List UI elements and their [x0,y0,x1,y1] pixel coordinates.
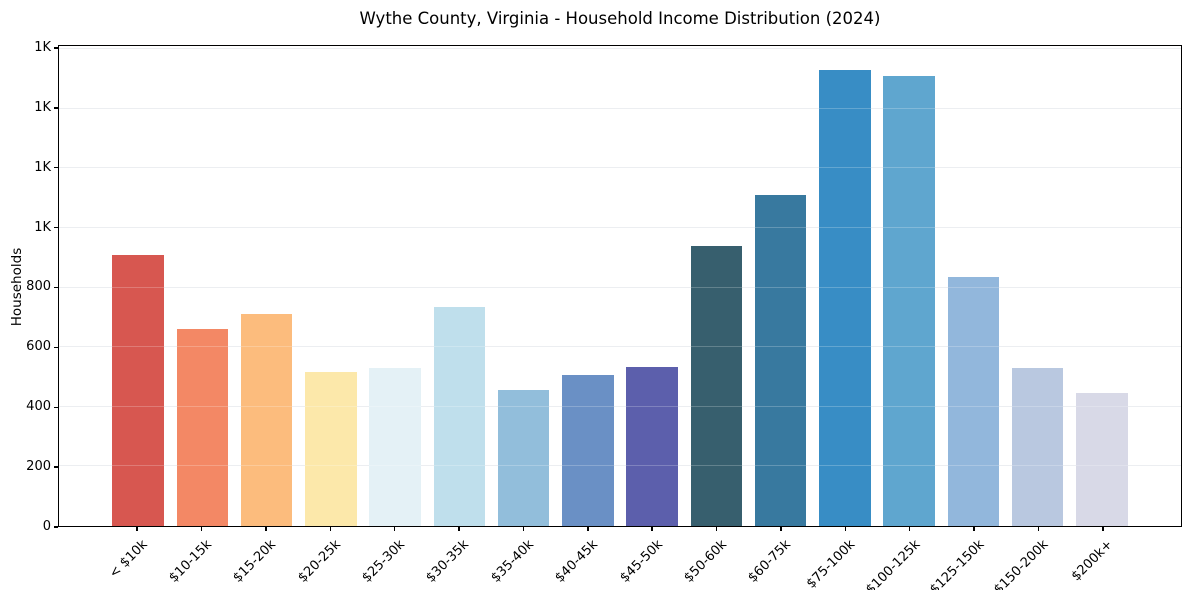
x-tick-label-50-60k: $50-60k [681,537,730,586]
x-tick-mark-75-100k [844,527,846,531]
bar-15-20k [240,314,293,526]
x-tick-mark-100-125k [908,527,911,531]
bar-150-200k [1011,368,1064,526]
x-tick-label-30-35k: $30-35k [423,537,473,586]
bars-container [59,46,1181,526]
bar-slot-50-60k [684,46,748,526]
bar-slot-25-30k [363,46,427,526]
x-tick-mark-10-15k [200,527,203,531]
bar-200k+ [1076,393,1128,526]
chart-title: Wythe County, Virginia - Household Incom… [359,9,881,28]
x-tick-mark-50-60k [715,527,718,531]
x-tick-mark-30-35k [458,527,460,531]
bar-slot-10-15k [170,46,234,526]
bar-35-40k [497,390,550,526]
bar-10-15k [176,329,229,526]
y-tick-mark-200 [54,466,58,468]
bar-slot-30-35k [427,46,491,526]
x-tick-label-25-30k: $25-30k [359,537,408,586]
x-tick-label-35-40k: $35-40k [488,537,537,586]
bar-slot-45-50k [620,46,684,526]
bar-50-60k [690,245,743,526]
y-tick-label-200: 200 [26,459,51,475]
y-tick-mark-600 [54,346,58,349]
y-tick-label-1600: 1K [34,39,51,55]
x-tick-label-40-45k: $40-45k [552,537,602,586]
bar-slot-125-150k [941,46,1005,526]
x-tick-mark-45-50k [651,527,653,531]
y-tick-mark-800 [54,286,58,289]
x-tick-label-75-100k: $75-100k [804,537,859,590]
y-tick-label-1200: 1K [34,159,51,175]
x-tick-label-100-125k: $100-125k [862,537,923,590]
y-tick-mark-400 [54,406,58,408]
x-tick-mark-15-20k [265,527,267,531]
y-tick-label-1400: 1K [34,99,51,115]
y-tick-label-400: 400 [26,399,51,415]
x-tick-mark-10k [136,527,138,531]
bar-30-35k [433,306,486,526]
bar-125-150k [947,277,1000,526]
x-tick-mark-25-30k [393,527,396,531]
x-tick-label-20-25k: $20-25k [295,537,344,586]
bar-slot-15-20k [235,46,299,526]
y-tick-mark-1600 [54,47,58,49]
x-tick-mark-20-25k [329,527,331,531]
y-tick-mark-0 [54,526,58,528]
y-tick-mark-1000 [54,226,58,229]
bar-25-30k [369,368,421,526]
bar-20-25k [305,372,357,526]
bar-75-100k [819,69,871,526]
plot-area [58,45,1182,527]
y-tick-label-800: 800 [26,279,51,295]
bar-slot-75-100k [813,46,877,526]
x-tick-mark-150-200k [1037,527,1040,531]
bar-40-45k [562,375,614,526]
x-tick-mark-60-75k [780,527,782,531]
x-tick-label-10-15k: $10-15k [166,537,215,586]
y-tick-label-600: 600 [26,339,51,355]
bar-slot-35-40k [492,46,556,526]
bar-slot-20-25k [299,46,363,526]
bar-100-125k [883,75,935,526]
x-tick-mark-40-45k [587,527,589,531]
y-tick-mark-1400 [54,107,58,109]
x-tick-mark-200k+ [1102,527,1104,531]
y-tick-mark-1200 [54,167,58,169]
bar-slot-40-45k [556,46,620,526]
bar-slot-10k [106,46,170,526]
x-tick-label-60-75k: $60-75k [745,537,795,586]
bar-45-50k [626,366,678,526]
x-tick-label-45-50k: $45-50k [616,537,666,586]
bar-60-75k [754,195,807,526]
bar-slot-100-125k [877,46,941,526]
x-tick-label-10k: < $10k [106,537,151,582]
x-tick-label-15-20k: $15-20k [230,537,280,586]
x-tick-label-200k+: $200k+ [1069,537,1117,585]
bar-slot-150-200k [1006,46,1070,526]
bar-10k [112,254,164,526]
y-tick-label-1000: 1K [34,219,51,235]
x-tick-mark-125-150k [973,527,975,531]
x-tick-label-125-150k: $125-150k [927,537,988,590]
bar-slot-60-75k [749,46,813,526]
x-tick-mark-35-40k [522,527,525,531]
bar-slot-200k+ [1070,46,1134,526]
x-tick-label-150-200k: $150-200k [991,537,1052,590]
y-tick-label-0: 0 [42,519,51,534]
